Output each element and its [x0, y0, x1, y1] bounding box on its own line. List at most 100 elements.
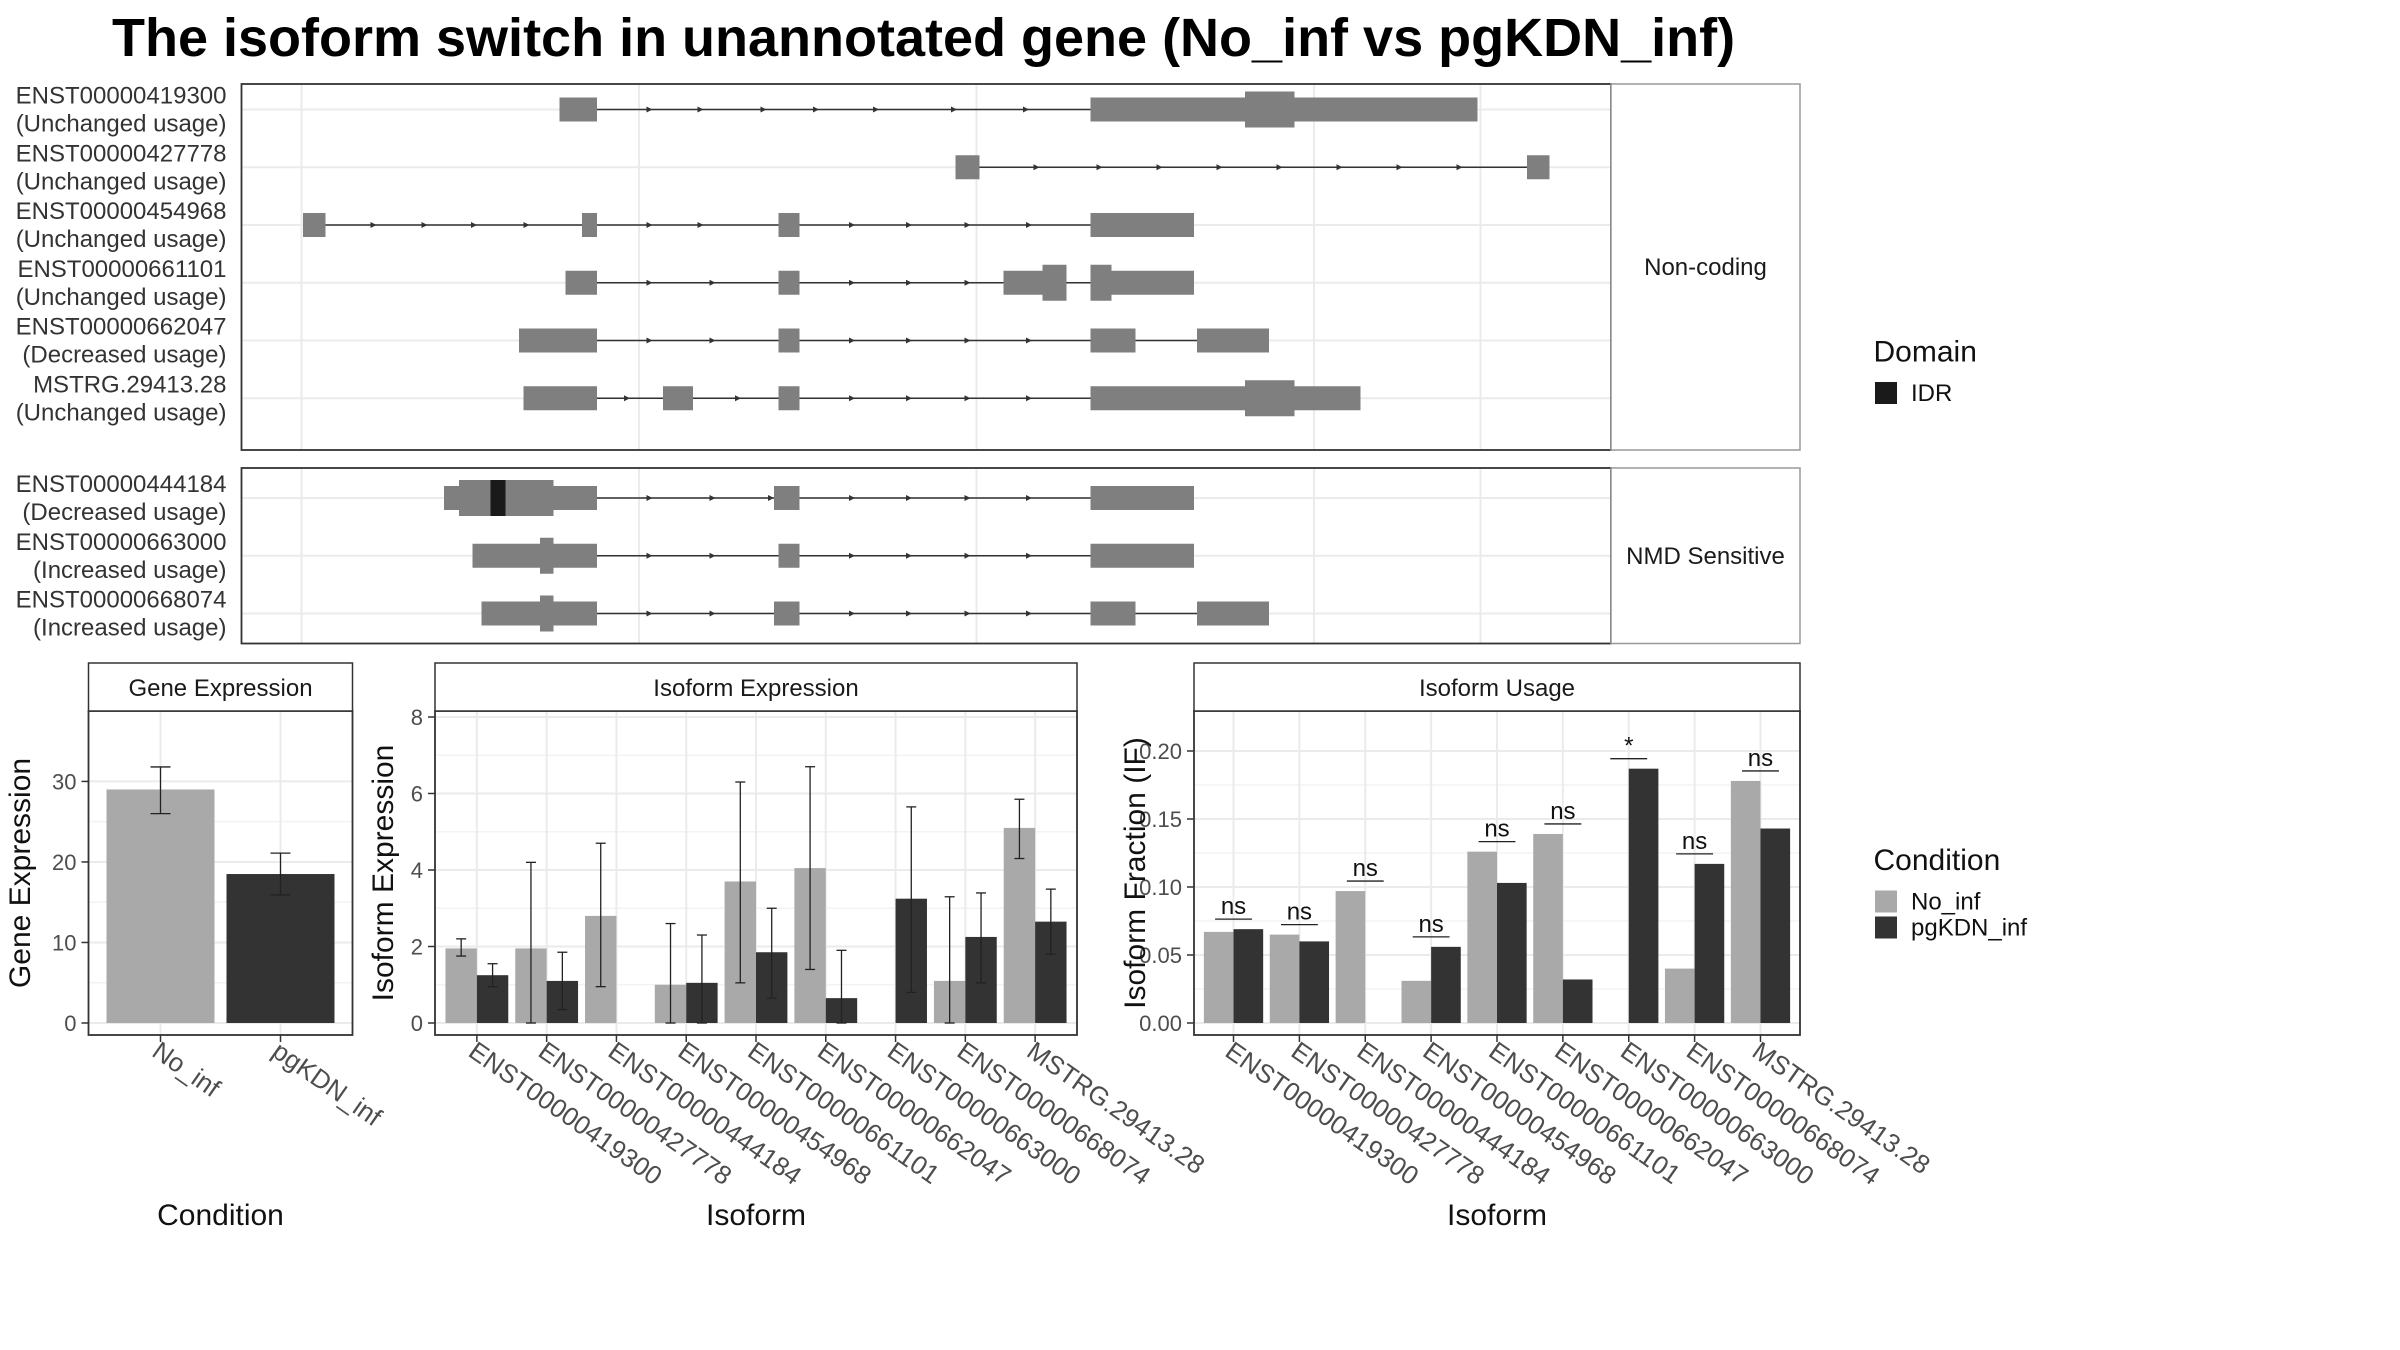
bar: [226, 874, 335, 1023]
isoform-row: ENST00000662047(Decreased usage): [16, 314, 1269, 369]
significance-label: ns: [1287, 899, 1312, 926]
utr-exon: [472, 543, 540, 568]
utr-exon: [778, 328, 800, 353]
isoform-id-label: ENST00000444184: [16, 471, 227, 498]
bar-no-inf: [1401, 980, 1432, 1023]
intron-arrow: [709, 337, 716, 344]
intron-arrow: [709, 279, 716, 286]
chart-strip: [87, 662, 354, 712]
intron-arrow: [421, 222, 428, 228]
intron-arrow: [1396, 164, 1403, 171]
y-tick-label: 20: [52, 850, 76, 875]
isoform-row: ENST00000419300(Unchanged usage): [16, 83, 1478, 138]
isoform-row: ENST00000663000(Increased usage): [16, 529, 1194, 584]
intron-arrow: [760, 106, 767, 113]
intron-arrow: [624, 395, 630, 402]
intron-arrow: [849, 337, 855, 344]
intron-arrow: [964, 222, 971, 228]
intron-arrow: [768, 495, 774, 501]
y-tick-label: 0.15: [1139, 807, 1182, 832]
legend-domain-title: Domain: [1874, 336, 1977, 369]
intron-arrow: [1156, 164, 1163, 171]
isoform-row: MSTRG.29413.28(Unchanged usage): [16, 371, 1361, 426]
bar: [106, 789, 215, 1023]
significance-label: ns: [1550, 798, 1575, 825]
utr-exon: [1090, 601, 1136, 626]
intron-arrow: [849, 279, 855, 286]
isoform-row: ENST00000668074(Increased usage): [16, 587, 1269, 642]
intron-arrow: [951, 106, 957, 113]
isoform-usage-label: (Increased usage): [33, 615, 226, 642]
intron-arrow: [1276, 164, 1283, 171]
utr-exon: [553, 486, 597, 510]
intron-arrow: [697, 222, 704, 228]
intron-arrow: [735, 395, 741, 402]
x-axis-label: Isoform: [1447, 1199, 1547, 1232]
intron-arrow: [964, 279, 971, 286]
isoform-id-label: ENST00000663000: [16, 529, 227, 556]
intron-arrow: [964, 610, 971, 617]
significance-label: *: [1624, 733, 1633, 760]
bar-no-inf: [1203, 931, 1234, 1023]
y-tick-label: 0: [411, 1011, 423, 1036]
intron-arrow: [906, 395, 912, 402]
bar-no-inf: [1335, 891, 1366, 1023]
utr-exon: [1527, 155, 1550, 180]
y-axis-label: Isoform Fraction (IF): [1119, 737, 1152, 1009]
intron-arrow: [646, 495, 653, 501]
utr-exon: [1090, 386, 1245, 411]
chart-0: Gene Expression 0 10 20 30 No_inf pgKDN_inf Gen…: [4, 662, 388, 1232]
utr-exon: [1294, 97, 1478, 122]
isoform-usage-label: (Decreased usage): [22, 499, 226, 526]
coding-exon: [540, 537, 554, 574]
y-tick-label: 0: [64, 1011, 76, 1036]
isoform-id-label: ENST00000662047: [16, 314, 227, 341]
utr-exon: [774, 486, 800, 510]
legend-label: IDR: [1911, 380, 1952, 407]
significance-label: ns: [1221, 893, 1246, 920]
intron-arrow: [1026, 495, 1032, 501]
isoform-row: ENST00000444184(Decreased usage): [16, 471, 1194, 526]
intron-arrow: [646, 279, 653, 286]
x-tick-label: No_inf: [147, 1035, 226, 1103]
legend-swatch: [1875, 916, 1897, 939]
structure-strip-label: Non-coding: [1644, 254, 1767, 281]
bar-pgkdn-inf: [1431, 946, 1461, 1023]
structure-strip-box: [1610, 83, 1801, 451]
intron-arrow: [1033, 164, 1040, 171]
utr-exon: [481, 601, 540, 626]
intron-arrow: [1023, 106, 1029, 113]
bar-pgkdn-inf: [1694, 863, 1725, 1023]
utr-exon: [778, 270, 800, 295]
isoform-id-label: MSTRG.29413.28: [33, 371, 226, 398]
bar-no-inf: [1467, 851, 1497, 1023]
intron-arrow: [849, 610, 855, 617]
bar-pgkdn-inf: [1628, 768, 1659, 1023]
significance-label: ns: [1682, 828, 1707, 855]
bar-no-inf: [1730, 780, 1761, 1023]
isoform-usage-label: (Unchanged usage): [16, 399, 227, 426]
y-tick-label: 0.10: [1139, 875, 1182, 900]
intron-arrow: [1096, 164, 1103, 171]
structure-strip-box: [1610, 467, 1801, 645]
utr-exon: [1090, 97, 1245, 122]
structure-strip-label: NMD Sensitive: [1626, 543, 1785, 570]
coding-exon: [1245, 380, 1295, 417]
chart-title: Isoform Expression: [653, 675, 858, 702]
intron-arrow: [906, 222, 912, 228]
idr-domain: [490, 480, 506, 516]
y-tick-label: 6: [411, 782, 423, 807]
x-axis-label: Condition: [157, 1199, 284, 1232]
legend-label: pgKDN_inf: [1911, 915, 2027, 942]
utr-exon: [774, 601, 800, 626]
utr-exon: [1197, 328, 1269, 353]
chart-2: ns ns ns ns ns ns * ns ns Isoform Usage 0.00 0.05 0.…: [1119, 662, 1936, 1232]
coding-exon: [540, 480, 554, 516]
intron-arrow: [370, 222, 377, 228]
isoform-id-label: ENST00000427778: [16, 140, 227, 167]
intron-arrow: [964, 552, 971, 559]
intron-arrow: [1216, 164, 1223, 171]
intron-arrow: [906, 337, 912, 344]
bar-pgkdn-inf: [1233, 929, 1264, 1023]
